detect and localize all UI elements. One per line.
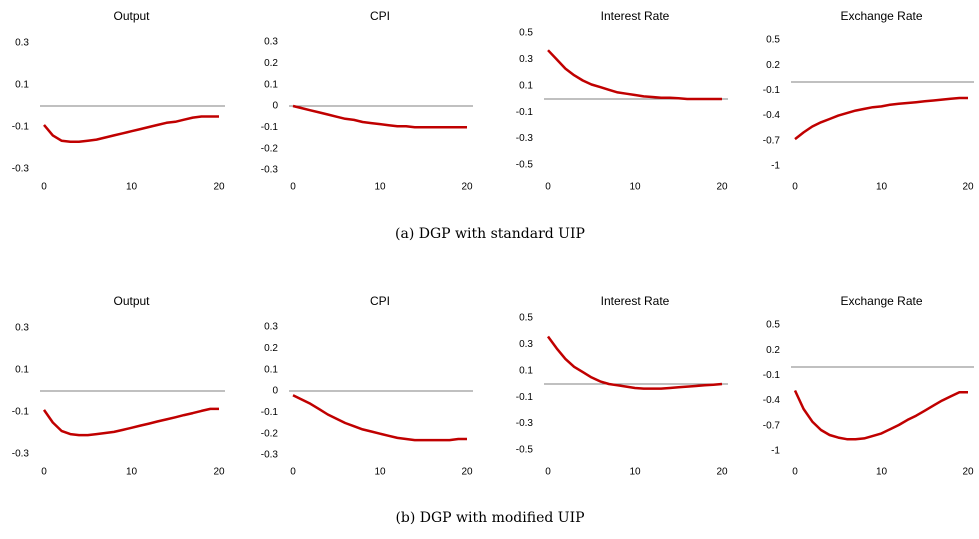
y-tick-label: 0.3 [15, 323, 29, 334]
x-tick-label: 20 [962, 182, 974, 193]
y-tick-label: -0.3 [261, 165, 279, 176]
x-tick-label: 0 [545, 182, 551, 193]
x-tick-label: 0 [545, 467, 551, 478]
y-tick-label: -0.1 [763, 85, 781, 96]
y-tick-label: -1 [771, 446, 780, 457]
y-tick-label: -0.1 [12, 122, 30, 133]
x-tick-label: 10 [629, 467, 641, 478]
y-tick-label: -0.1 [516, 392, 534, 403]
x-tick-label: 10 [126, 182, 138, 193]
line [794, 96, 968, 141]
y-tick-label: 0.5 [766, 320, 780, 331]
y-tick-label: 0.1 [519, 80, 533, 91]
y-tick-label: -0.1 [516, 107, 534, 118]
y-tick-label: -0.3 [516, 133, 534, 144]
y-tick-label: 0.1 [264, 364, 278, 375]
line [793, 389, 968, 441]
y-tick-label: -0.7 [763, 420, 781, 431]
x-tick-label: 0 [792, 182, 798, 193]
x-tick-label: 0 [792, 467, 798, 478]
caption: (b) DGP with modified UIP [395, 510, 584, 526]
y-tick-label: -0.3 [261, 450, 279, 461]
y-tick-label: 0 [272, 101, 278, 112]
chart-title: Exchange Rate [840, 294, 922, 308]
x-tick-label: 10 [374, 182, 386, 193]
x-tick-label: 20 [716, 467, 728, 478]
chart-title: CPI [370, 9, 390, 23]
y-tick-label: 0.1 [519, 365, 533, 376]
x-tick-label: 20 [461, 182, 473, 193]
x-tick-label: 0 [290, 467, 296, 478]
chart-title: Interest Rate [601, 294, 670, 308]
x-tick-label: 20 [962, 467, 974, 478]
y-tick-label: 0.3 [519, 54, 533, 65]
y-tick-label: -0.4 [763, 395, 781, 406]
x-tick-label: 20 [461, 467, 473, 478]
y-tick-label: -0.1 [261, 122, 279, 133]
y-tick-label: -0.3 [516, 418, 534, 429]
line [547, 49, 722, 101]
chart-title: Interest Rate [601, 9, 670, 23]
y-tick-label: -0.3 [12, 164, 30, 175]
y-tick-label: -0.5 [516, 445, 534, 456]
y-tick-label: 0.3 [15, 38, 29, 49]
y-tick-label: -0.1 [261, 407, 279, 418]
caption: (a) DGP with standard UIP [395, 226, 585, 242]
y-tick-label: 0.1 [15, 80, 29, 91]
y-tick-label: 0.2 [264, 58, 278, 69]
line [43, 115, 219, 143]
line [292, 104, 467, 129]
x-tick-label: 10 [876, 467, 888, 478]
x-tick-label: 20 [716, 182, 728, 193]
chart-title: Exchange Rate [840, 9, 922, 23]
y-tick-label: -0.3 [12, 449, 30, 460]
x-tick-label: 20 [213, 467, 225, 478]
x-tick-label: 20 [213, 182, 225, 193]
y-tick-label: 0.2 [264, 343, 278, 354]
y-tick-label: 0 [272, 386, 278, 397]
y-tick-label: -0.1 [12, 407, 30, 418]
x-tick-label: 10 [629, 182, 641, 193]
line [292, 394, 467, 442]
y-tick-label: 0.3 [519, 339, 533, 350]
chart-title: CPI [370, 294, 390, 308]
chart-title: Output [113, 9, 150, 23]
y-tick-label: 0.5 [519, 313, 533, 324]
x-tick-label: 0 [41, 182, 47, 193]
x-tick-label: 0 [41, 467, 47, 478]
x-tick-label: 10 [126, 467, 138, 478]
x-tick-label: 10 [374, 467, 386, 478]
y-tick-label: -0.2 [261, 143, 279, 154]
y-tick-label: 0.3 [264, 322, 278, 333]
y-tick-label: -0.5 [516, 160, 534, 171]
y-tick-label: -0.7 [763, 135, 781, 146]
y-tick-label: 0.5 [519, 28, 533, 39]
y-tick-label: 0.3 [264, 37, 278, 48]
line [546, 335, 723, 390]
chart-title: Output [113, 294, 150, 308]
y-tick-label: -1 [771, 161, 780, 172]
y-tick-label: 0.2 [766, 60, 780, 71]
x-tick-label: 0 [290, 182, 296, 193]
y-tick-label: 0.5 [766, 35, 780, 46]
y-tick-label: 0.1 [15, 365, 29, 376]
y-tick-label: -0.2 [261, 428, 279, 439]
y-tick-label: 0.1 [264, 79, 278, 90]
x-tick-label: 10 [876, 182, 888, 193]
y-tick-label: -0.1 [763, 370, 781, 381]
y-tick-label: 0.2 [766, 345, 780, 356]
line [42, 407, 219, 437]
y-tick-label: -0.4 [763, 110, 781, 121]
